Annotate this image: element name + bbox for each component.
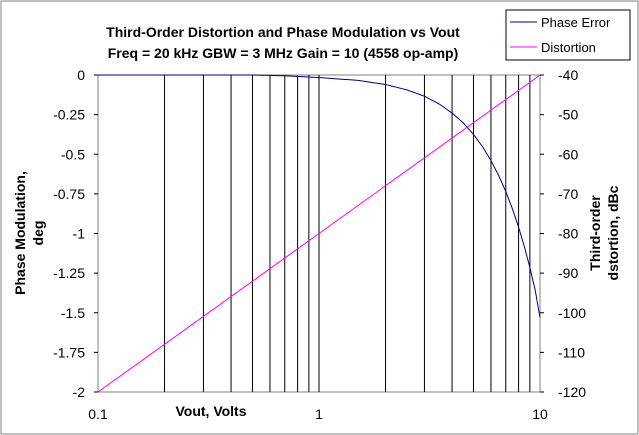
x-tick-label: 1 — [315, 406, 323, 422]
y-left-tick-label: -1.75 — [53, 344, 85, 360]
chart-title: Third-Order Distortion and Phase Modulat… — [106, 24, 460, 40]
y-left-axis-title-line2: deg — [30, 221, 46, 246]
y-left-axis-title-line1: Phase Modulation, — [12, 171, 28, 295]
y-right-tick-label: -70 — [558, 186, 578, 202]
y-right-axis-title-line1: Third-order — [587, 195, 603, 271]
chart-subtitle: Freq = 20 kHz GBW = 3 MHz Gain = 10 (455… — [108, 45, 459, 61]
y-right-tick-label: -120 — [558, 384, 586, 400]
grid — [164, 75, 531, 392]
y-left-tick-label: -0.75 — [53, 186, 85, 202]
y-left-tick-label: -2 — [73, 384, 86, 400]
y-right-tick-labels: -40 -50 -60 -70 -80 -90 -100 -110 -120 — [540, 67, 586, 400]
y-right-tick-label: -50 — [558, 107, 578, 123]
y-left-tick-label: -0.5 — [61, 146, 85, 162]
y-right-axis-title: Third-order dstortion, dBc — [587, 185, 621, 280]
y-left-tick-label: -1.5 — [61, 305, 85, 321]
y-right-tick-label: -80 — [558, 226, 578, 242]
legend: Phase Error Distortion — [505, 9, 631, 61]
x-tick-label: 0.1 — [88, 406, 108, 422]
y-right-tick-label: -100 — [558, 305, 586, 321]
x-axis-title: Vout, Volts — [175, 403, 246, 419]
y-left-axis-title: Phase Modulation, deg — [12, 171, 46, 295]
y-left-tick-labels: 0 -0.25 -0.5 -0.75 -1 -1.25 -1.5 -1.75 -2 — [53, 67, 98, 400]
y-right-tick-label: -40 — [558, 67, 578, 83]
y-left-tick-label: -1 — [73, 226, 86, 242]
series-line-phase-error — [98, 74, 541, 318]
legend-label-phase-error: Phase Error — [541, 15, 611, 30]
legend-box — [505, 9, 631, 61]
x-tick-labels: 0.1 1 10 — [88, 406, 548, 422]
y-left-tick-label: -0.25 — [53, 107, 85, 123]
series-layer — [97, 74, 541, 393]
y-right-tick-label: -110 — [558, 344, 585, 360]
x-tick-label: 10 — [532, 406, 548, 422]
series-line-distortion — [97, 74, 541, 393]
y-left-tick-label: 0 — [77, 67, 85, 83]
legend-label-distortion: Distortion — [541, 40, 596, 55]
y-right-axis-title-line2: dstortion, dBc — [605, 185, 621, 280]
y-left-tick-label: -1.25 — [53, 265, 85, 281]
y-right-tick-label: -60 — [558, 146, 578, 162]
y-right-tick-label: -90 — [558, 265, 578, 281]
